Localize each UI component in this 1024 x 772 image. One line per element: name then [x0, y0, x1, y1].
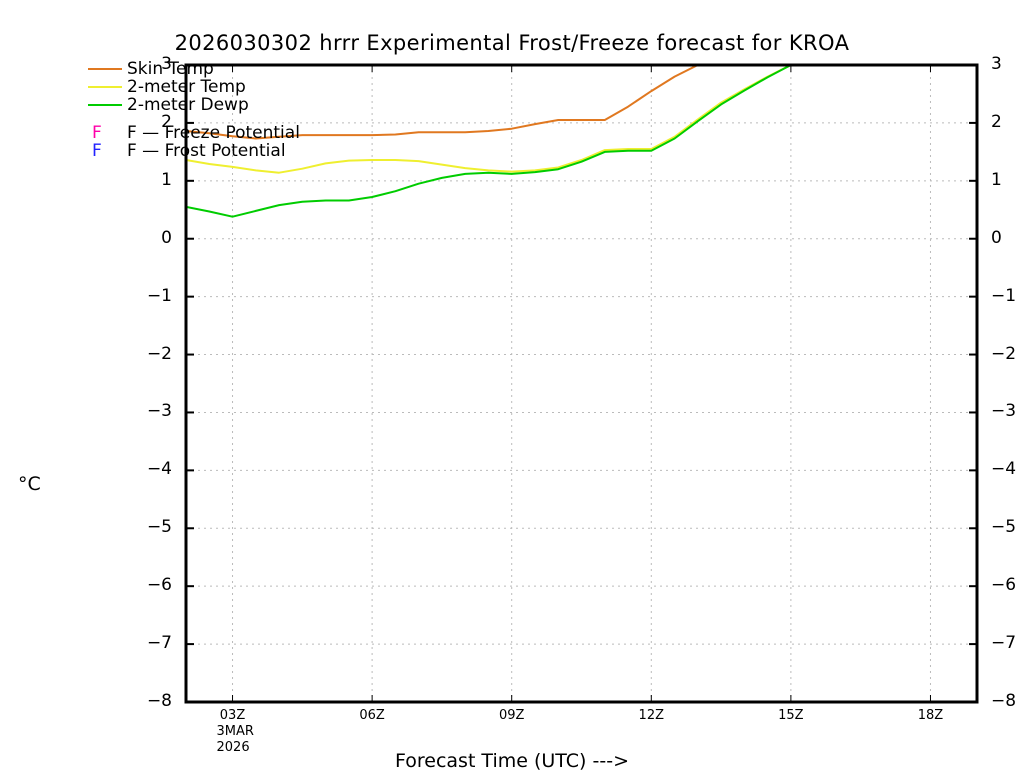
- x-tick-label: 06Z: [359, 708, 385, 723]
- y-tick-label-left: 2: [161, 111, 172, 132]
- y-tick-label-left: −7: [146, 633, 172, 654]
- series-line-skin-temp: [186, 65, 699, 140]
- y-tick-label-right: −2: [991, 343, 1017, 364]
- x-axis-title: Forecast Time (UTC) --->: [395, 750, 629, 772]
- y-tick-label-right: −6: [991, 575, 1017, 596]
- legend-line-swatch-2-meter-dewp: [88, 104, 122, 106]
- legend-label-2-meter-temp: 2-meter Temp: [127, 77, 246, 97]
- axis-frame: [184, 63, 979, 704]
- y-tick-label-left: −6: [146, 575, 172, 596]
- y-tick-label-right: −8: [991, 691, 1017, 711]
- y-tick-label-right: 1: [991, 169, 1002, 190]
- y-tick-label-right: −7: [991, 633, 1017, 654]
- y-tick-label-right: 0: [991, 227, 1002, 248]
- x-tick-label: 09Z: [498, 708, 525, 723]
- y-tick-label-right: −4: [991, 459, 1017, 480]
- legend-line-swatch-2-meter-temp: [88, 86, 122, 88]
- y-axis-unit-label: °C: [18, 473, 41, 495]
- x-tick-label: 15Z: [778, 708, 804, 723]
- legend-item-frost-potential: F F — Frost Potential: [88, 142, 300, 160]
- y-tick-label-left: 1: [161, 169, 172, 190]
- legend-label-freeze-potential: F — Freeze Potential: [127, 123, 300, 143]
- y-tick-label-right: −1: [991, 285, 1017, 306]
- chart-title: 2026030302 hrrr Experimental Frost/Freez…: [174, 31, 850, 55]
- y-tick-label-left: 0: [161, 227, 172, 248]
- y-tick-label-right: 3: [991, 54, 1002, 74]
- y-tick-label-left: −1: [146, 285, 172, 306]
- y-tick-label-right: −5: [991, 517, 1017, 538]
- x-axis-date-label: 3MAR: [216, 724, 254, 739]
- chart-legend: Skin Temp 2-meter Temp 2-meter Dewp F F …: [88, 60, 300, 160]
- legend-label-2-meter-dewp: 2-meter Dewp: [127, 95, 249, 115]
- legend-item-2-meter-dewp: 2-meter Dewp: [88, 96, 300, 114]
- y-tick-label-left: −8: [146, 691, 172, 711]
- x-tick-label: 12Z: [638, 708, 664, 723]
- legend-letter-freeze-potential: F: [92, 123, 102, 143]
- legend-line-swatch-skin-temp: [88, 68, 122, 70]
- x-tick-label: 18Z: [917, 708, 944, 723]
- gridlines: [186, 65, 977, 702]
- y-tick-label-right: −3: [991, 401, 1017, 422]
- y-tick-label-left: 3: [161, 54, 172, 74]
- y-tick-label-left: −4: [146, 459, 172, 480]
- series-line-2-meter-dewp: [186, 65, 792, 218]
- y-tick-label-right: 2: [991, 111, 1002, 132]
- y-tick-label-left: −5: [146, 517, 172, 538]
- legend-label-skin-temp: Skin Temp: [127, 59, 214, 79]
- x-axis-date-label: 2026: [216, 740, 250, 755]
- y-tick-label-left: −2: [146, 343, 172, 364]
- x-tick-label: 03Z: [219, 708, 246, 723]
- legend-item-freeze-potential: F F — Freeze Potential: [88, 124, 300, 142]
- legend-item-2-meter-temp: 2-meter Temp: [88, 78, 300, 96]
- legend-letter-frost-potential: F: [92, 141, 102, 161]
- legend-label-frost-potential: F — Frost Potential: [127, 141, 286, 161]
- y-tick-label-left: −3: [146, 401, 172, 422]
- data-series-layer: [186, 65, 792, 218]
- series-line-2-meter-temp: [186, 65, 792, 174]
- legend-item-skin-temp: Skin Temp: [88, 60, 300, 78]
